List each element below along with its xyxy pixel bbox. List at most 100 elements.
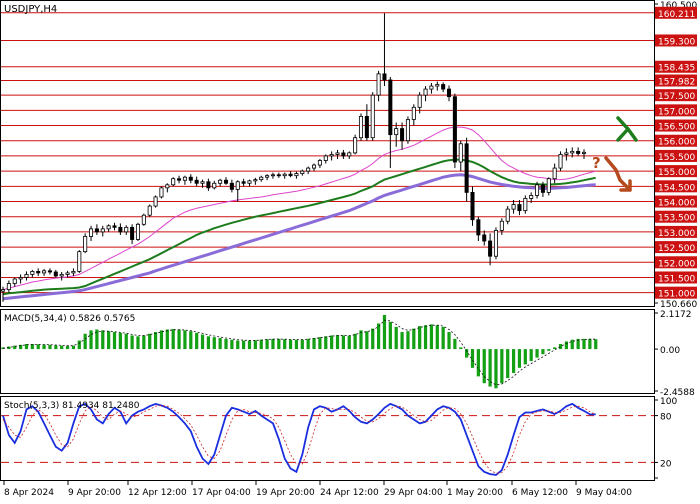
macd-bar: [218, 338, 222, 350]
candle-body: [165, 184, 170, 189]
candle-body: [47, 270, 52, 273]
candle-body: [523, 198, 528, 212]
macd-bar: [7, 346, 11, 350]
candle-body: [0, 289, 6, 292]
symbol-label: USDJPY,H4: [4, 4, 57, 15]
time-axis-label: 1 May 20:00: [447, 488, 503, 498]
price-axis-label: 153.000: [658, 229, 695, 239]
macd-bar: [465, 349, 469, 358]
candle-body: [370, 94, 375, 139]
candle-body: [341, 152, 346, 157]
candle-body: [147, 205, 152, 216]
macd-bar: [300, 339, 304, 350]
stochastic-d-line: [2, 405, 596, 474]
candle-body: [141, 214, 146, 225]
macd-bar: [482, 349, 486, 384]
macd-bar: [283, 339, 287, 350]
macd-bar: [406, 331, 410, 350]
candle-body: [265, 175, 270, 178]
macd-bar: [42, 344, 46, 350]
moving-averages: [2, 126, 596, 301]
candle-body: [435, 84, 440, 87]
moving-average-line: [2, 173, 596, 301]
time-axis-label: 8 Apr 2024: [4, 488, 54, 498]
macd-bar: [294, 339, 299, 350]
macd-bar: [247, 340, 252, 350]
macd-bar: [183, 330, 187, 350]
price-axis-label: 155.500: [658, 153, 695, 163]
price-level-badge: [655, 165, 697, 178]
macd-bar: [511, 349, 516, 373]
candle-body: [253, 179, 258, 182]
price-level-badge: [655, 286, 697, 299]
candle-body: [353, 137, 358, 154]
candle-body: [458, 143, 463, 163]
candle-body: [159, 187, 164, 198]
price-level-badge: [655, 104, 697, 117]
candle-body: [42, 270, 47, 274]
macd-bar: [71, 345, 76, 350]
time-axis-label: 17 Apr 04:00: [192, 488, 251, 498]
macd-bar: [265, 339, 269, 350]
price-axis-label: 156.000: [658, 138, 695, 148]
candlesticks: [0, 13, 587, 302]
price-axis-label: 157.000: [658, 107, 695, 117]
macd-bar: [547, 349, 551, 351]
macd-bar: [60, 345, 64, 350]
candle-body: [300, 170, 305, 174]
candle-body: [65, 272, 70, 275]
macd-bar: [429, 324, 434, 350]
candle-body: [464, 143, 469, 193]
price-axis-label: 160.500: [660, 1, 697, 11]
candle-body: [247, 180, 252, 184]
candle-body: [452, 96, 457, 163]
candle-body: [511, 204, 516, 210]
macd-bar: [553, 347, 557, 350]
stochastic-axis-label: 80: [660, 413, 672, 423]
macd-bar: [506, 349, 510, 379]
macd-bar: [200, 334, 205, 350]
price-axis-label: 154.000: [658, 199, 695, 209]
candle-body: [517, 204, 522, 212]
macd-bar: [159, 330, 164, 350]
price-level-badge: [655, 195, 697, 208]
candle-body: [429, 85, 434, 90]
candle-body: [558, 154, 563, 169]
macd-bar: [347, 335, 351, 350]
candle-body: [411, 106, 416, 120]
candle-body: [423, 88, 428, 96]
candle-body: [476, 219, 481, 236]
candle-body: [18, 277, 23, 280]
candle-body: [570, 150, 575, 154]
price-axis-label: 151.500: [658, 274, 695, 284]
macd-bar: [24, 343, 29, 350]
candle-body: [153, 196, 158, 207]
macd-bar: [341, 335, 345, 350]
macd-bar: [500, 349, 504, 384]
candle-body: [71, 270, 76, 274]
macd-bar: [517, 349, 522, 368]
price-axis-label: 154.500: [658, 183, 695, 193]
candle-body: [24, 274, 29, 278]
macd-bar: [189, 331, 193, 350]
macd-bar: [224, 338, 228, 350]
macd-bar: [353, 333, 357, 350]
macd-bar: [594, 339, 598, 350]
macd-bar: [95, 329, 99, 350]
price-axis-label: 159.300: [658, 37, 695, 47]
price-level-badge: [655, 74, 697, 87]
time-axis-label: 9 Apr 20:00: [68, 488, 121, 498]
moving-average-line: [2, 126, 596, 291]
macd-bar: [18, 344, 23, 350]
candle-body: [218, 179, 223, 184]
candle-body: [540, 184, 545, 193]
macd-bar: [153, 332, 158, 350]
macd-bar: [558, 343, 563, 350]
macd-axis-label: 2.1172: [660, 310, 692, 320]
macd-bar: [330, 335, 334, 350]
price-axis-label: 157.982: [658, 78, 695, 88]
candle-body: [6, 283, 11, 291]
